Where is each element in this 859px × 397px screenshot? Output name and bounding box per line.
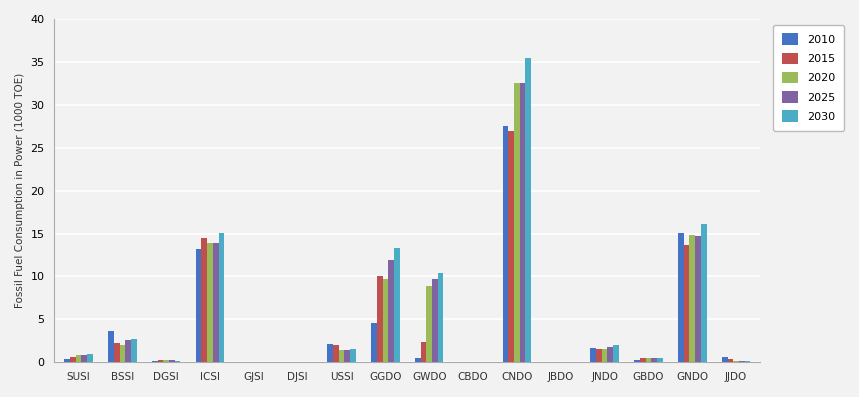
Bar xyxy=(76,355,82,362)
Bar xyxy=(163,360,169,362)
Bar xyxy=(613,345,618,362)
Bar xyxy=(131,339,137,362)
Bar xyxy=(169,360,174,362)
Y-axis label: Fossil Fuel Consumption in Power (1000 TOE): Fossil Fuel Consumption in Power (1000 T… xyxy=(15,73,25,308)
Bar xyxy=(213,243,218,362)
Bar xyxy=(722,357,728,362)
Bar xyxy=(119,345,125,362)
Bar xyxy=(503,126,509,362)
Legend: 2010, 2015, 2020, 2025, 2030: 2010, 2015, 2020, 2025, 2030 xyxy=(773,25,844,131)
Bar xyxy=(158,360,163,362)
Bar xyxy=(520,83,526,362)
Bar xyxy=(64,359,70,362)
Bar xyxy=(70,357,76,362)
Bar xyxy=(426,286,432,362)
Bar xyxy=(371,323,377,362)
Bar xyxy=(438,273,443,362)
Bar xyxy=(377,276,382,362)
Bar xyxy=(421,342,426,362)
Bar xyxy=(394,248,399,362)
Bar xyxy=(640,358,646,362)
Bar xyxy=(607,347,613,362)
Bar xyxy=(739,360,745,362)
Bar xyxy=(338,350,344,362)
Bar xyxy=(651,358,657,362)
Bar xyxy=(657,358,662,362)
Bar xyxy=(174,360,180,362)
Bar xyxy=(415,358,421,362)
Bar xyxy=(82,355,87,362)
Bar xyxy=(509,131,514,362)
Bar xyxy=(728,359,734,362)
Bar xyxy=(526,58,531,362)
Bar xyxy=(690,235,695,362)
Bar xyxy=(152,361,158,362)
Bar xyxy=(87,354,93,362)
Bar xyxy=(684,245,690,362)
Bar xyxy=(514,83,520,362)
Bar xyxy=(596,349,601,362)
Bar xyxy=(432,279,438,362)
Bar xyxy=(333,345,338,362)
Bar xyxy=(207,243,213,362)
Bar xyxy=(108,331,113,362)
Bar xyxy=(590,348,596,362)
Bar xyxy=(113,343,119,362)
Bar xyxy=(350,349,356,362)
Bar xyxy=(745,360,751,362)
Bar xyxy=(646,358,651,362)
Bar xyxy=(125,340,131,362)
Bar xyxy=(327,344,333,362)
Bar xyxy=(382,279,388,362)
Bar xyxy=(218,233,224,362)
Bar xyxy=(601,349,607,362)
Bar xyxy=(202,238,207,362)
Bar xyxy=(678,233,684,362)
Bar xyxy=(695,236,701,362)
Bar xyxy=(634,360,640,362)
Bar xyxy=(196,249,202,362)
Bar xyxy=(344,350,350,362)
Bar xyxy=(388,260,394,362)
Bar xyxy=(701,224,706,362)
Bar xyxy=(734,360,739,362)
